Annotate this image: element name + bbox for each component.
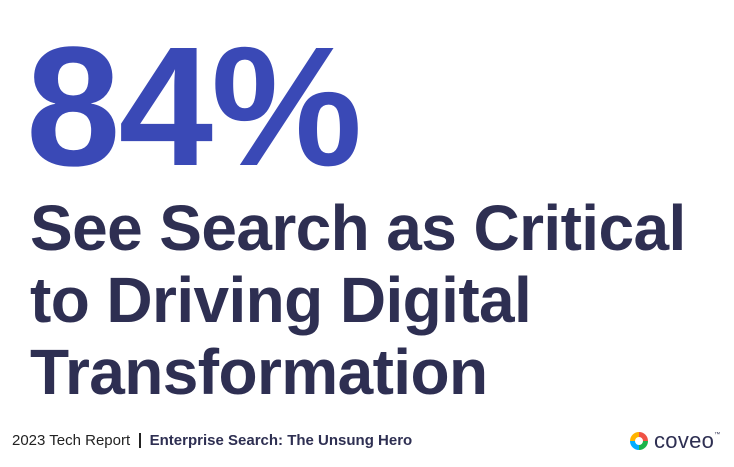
headline-line: See Search as Critical <box>30 192 686 264</box>
trademark: ™ <box>714 432 721 438</box>
logo: coveo ™ <box>628 428 720 454</box>
headline: See Search as Critical to Driving Digita… <box>30 192 686 408</box>
footer: 2023 Tech Report Enterprise Search: The … <box>12 432 412 449</box>
separator <box>139 433 141 448</box>
report-label: 2023 Tech Report <box>12 432 131 449</box>
logo-icon <box>630 432 648 450</box>
headline-line: to Driving Digital <box>30 264 532 336</box>
stat: 84% <box>26 12 362 202</box>
headline-line: Transformation <box>30 336 488 408</box>
report-subtitle: Enterprise Search: The Unsung Hero <box>149 432 413 449</box>
logo-wordmark: coveo <box>654 428 715 453</box>
